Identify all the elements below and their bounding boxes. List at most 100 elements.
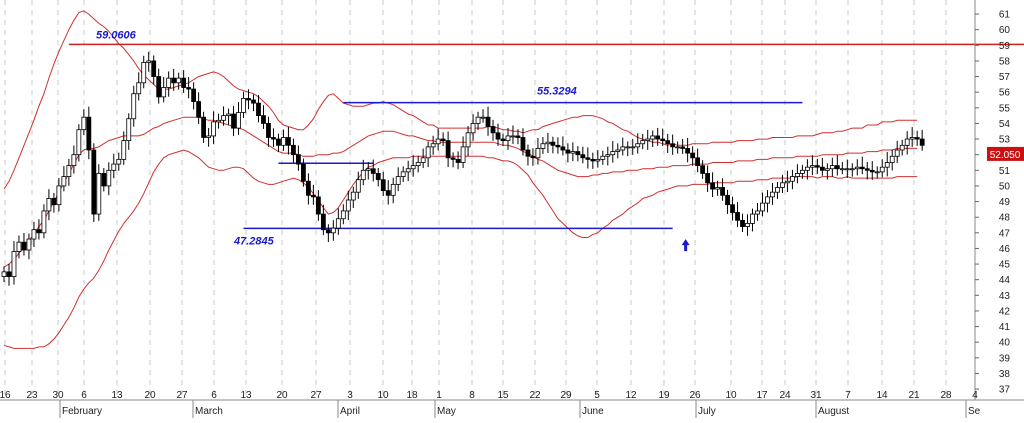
x-tick-label-31: 4	[972, 390, 978, 401]
candle-body-3	[16, 241, 22, 252]
candle-body-97	[485, 116, 491, 127]
candle-body-26	[131, 93, 137, 120]
candle-body-136	[680, 146, 686, 149]
month-label-0: February	[62, 406, 102, 417]
candle-body-104	[520, 137, 526, 151]
y-tick-label-18: 55	[999, 103, 1011, 114]
candle-body-90	[450, 157, 456, 160]
candle-body-118	[590, 158, 596, 162]
x-tick-label-10: 27	[310, 390, 322, 401]
y-tick-label-21: 58	[999, 56, 1011, 67]
month-label-4: June	[582, 406, 604, 417]
y-tick-label-17: 54	[999, 119, 1011, 130]
x-tick-label-17: 22	[529, 390, 541, 401]
x-tick-label-27: 7	[845, 390, 851, 401]
candle-body-154	[770, 191, 775, 198]
candle-body-152	[760, 202, 765, 212]
y-tick-label-2: 39	[999, 353, 1011, 364]
candle-body-62	[310, 194, 316, 198]
candle-body-91	[455, 158, 461, 163]
candle-body-107	[535, 148, 541, 159]
grid-layer	[4, 0, 976, 400]
candle-body-79	[395, 176, 401, 185]
candle-body-77	[385, 190, 391, 196]
annotation-label-2: 47.2845	[233, 235, 275, 247]
x-tick-label-1: 23	[26, 390, 38, 401]
candle-body-141	[705, 173, 710, 184]
x-tick-label-15: 8	[469, 390, 475, 401]
candle-body-67	[335, 218, 341, 229]
candle-body-60	[300, 163, 306, 182]
y-tick-label-0: 37	[999, 385, 1011, 396]
bollinger-bands	[3, 10, 918, 349]
candle-body-137	[685, 148, 691, 154]
y-tick-label-5: 42	[999, 306, 1011, 317]
candle-body-121	[605, 154, 611, 157]
candle-body-155	[775, 187, 780, 193]
candle-body-138	[690, 152, 696, 159]
candle-body-179	[894, 149, 900, 157]
candle-body-145	[725, 194, 730, 206]
up-arrow-icon	[681, 239, 690, 252]
last-price-box	[987, 146, 1024, 161]
candle-body-38	[191, 88, 197, 102]
candle-body-76	[380, 179, 386, 192]
candle-body-13	[66, 165, 72, 177]
candle-body-48	[241, 98, 246, 113]
y-tick-label-22: 59	[999, 41, 1011, 52]
candle-body-87	[435, 138, 441, 145]
x-tick-label-29: 21	[908, 390, 920, 401]
candle-body-163	[814, 165, 820, 168]
month-label-6: August	[818, 406, 849, 417]
candle-body-169	[844, 168, 850, 171]
candle-body-94	[470, 123, 476, 134]
candle-body-106	[530, 155, 536, 159]
candle-body-159	[795, 173, 800, 177]
month-label-1: March	[195, 406, 223, 417]
candle-body-122	[610, 151, 616, 156]
y-tick-label-19: 56	[999, 88, 1011, 99]
candlestick-series	[1, 51, 925, 286]
x-tick-label-6: 27	[176, 390, 188, 401]
candle-body-168	[839, 168, 845, 171]
candle-body-99	[495, 132, 501, 140]
candle-body-54	[271, 137, 276, 140]
candle-body-182	[909, 137, 915, 140]
candle-body-46	[231, 113, 236, 129]
candle-body-144	[720, 187, 725, 196]
candle-body-24	[121, 140, 127, 160]
candle-body-149	[745, 223, 750, 227]
candle-body-7	[36, 229, 42, 234]
y-tick-label-16: 53	[999, 135, 1011, 146]
month-label-5: July	[698, 406, 716, 417]
y-tick-label-8: 45	[999, 260, 1011, 271]
candle-body-127	[635, 143, 641, 148]
candle-body-93	[465, 132, 471, 148]
x-tick-label-24: 17	[756, 390, 768, 401]
x-tick-label-12: 10	[377, 390, 389, 401]
candle-body-98	[490, 126, 496, 134]
x-tick-label-5: 20	[144, 390, 156, 401]
candle-body-82	[410, 165, 416, 170]
candle-body-109	[545, 141, 551, 145]
candle-body-65	[325, 229, 331, 234]
candle-body-126	[630, 146, 636, 149]
candle-body-9	[46, 198, 52, 212]
candle-body-147	[735, 212, 740, 221]
candle-body-11	[56, 185, 62, 206]
x-tick-label-4: 13	[111, 390, 123, 401]
candle-body-92	[460, 146, 466, 163]
candle-body-119	[595, 158, 601, 162]
candle-body-173	[864, 168, 870, 171]
candle-body-6	[31, 229, 37, 240]
candle-body-37	[186, 87, 192, 90]
candle-body-150	[750, 213, 755, 224]
candle-body-31	[156, 76, 162, 98]
candle-body-134	[670, 143, 676, 148]
x-tick-label-22: 26	[689, 390, 701, 401]
x-tick-label-14: 1	[436, 390, 442, 401]
candle-body-120	[600, 155, 606, 160]
horizontal-lines	[68, 43, 1024, 230]
